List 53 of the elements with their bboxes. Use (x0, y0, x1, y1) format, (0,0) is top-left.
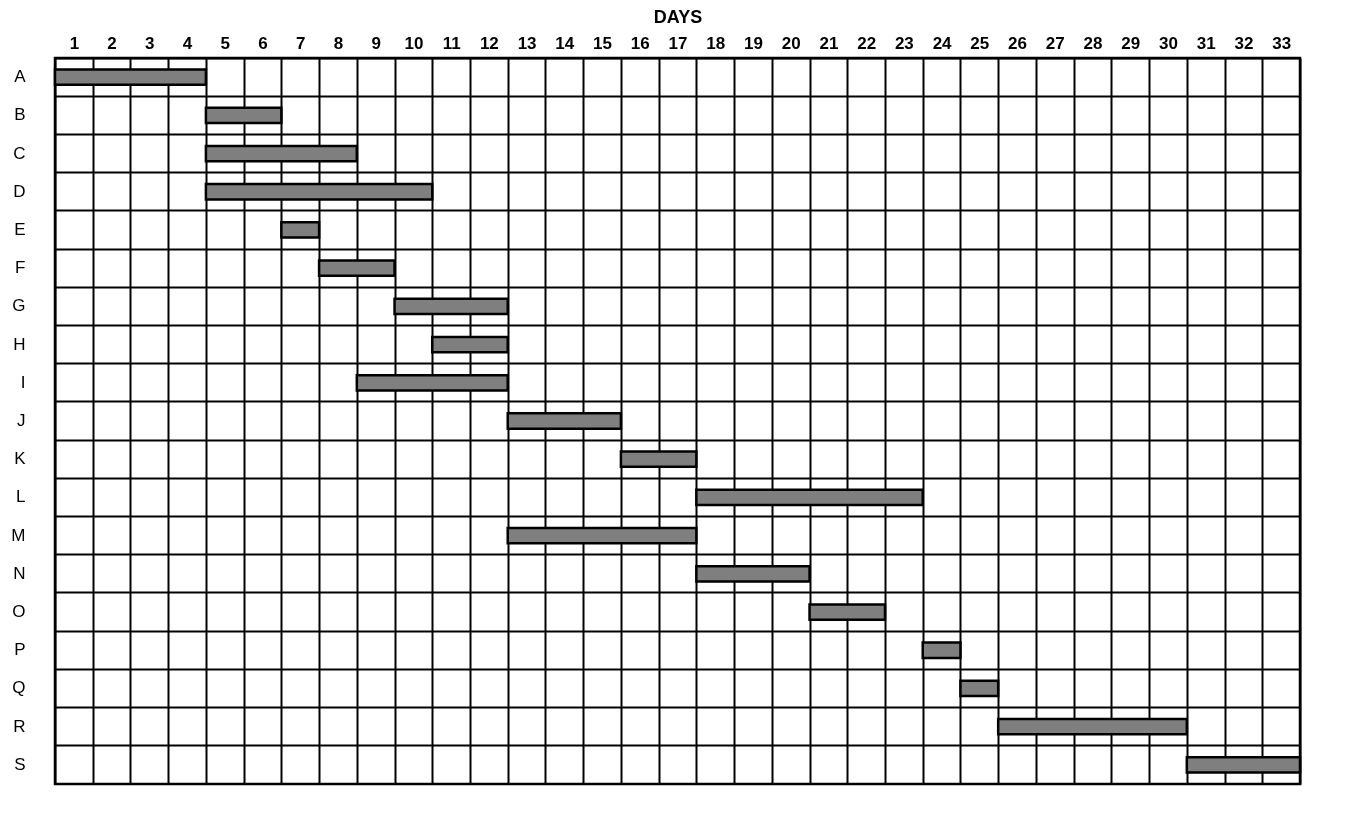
x-tick-label: 27 (1045, 33, 1065, 53)
x-tick-label: 13 (517, 33, 537, 53)
x-tick-label: 18 (706, 33, 726, 53)
x-axis-title: DAYS (653, 6, 703, 27)
y-tick-label: A (14, 67, 27, 87)
y-tick-label: K (14, 449, 27, 469)
x-tick-label: 7 (295, 33, 306, 53)
x-tick-label: 17 (668, 33, 688, 53)
x-tick-label: 3 (145, 33, 155, 53)
y-tick-label: L (16, 487, 26, 507)
y-tick-label: C (13, 143, 26, 163)
x-tick-label: 31 (1196, 33, 1216, 53)
x-tick-label: 26 (1008, 33, 1028, 53)
x-tick-label: 19 (743, 33, 763, 53)
x-tick-label: 8 (333, 33, 344, 53)
x-tick-label: 11 (442, 33, 461, 53)
x-tick-label: 21 (819, 33, 839, 53)
y-tick-label: N (13, 563, 26, 583)
y-tick-label: I (20, 372, 26, 392)
x-tick-label: 32 (1234, 33, 1254, 53)
x-tick-label: 24 (932, 33, 953, 53)
y-tick-label: P (14, 640, 26, 660)
x-tick-label: 25 (970, 33, 990, 53)
x-tick-label: 16 (630, 33, 650, 53)
x-tick-label: 6 (258, 33, 268, 53)
x-tick-label: 2 (107, 33, 117, 53)
x-tick-label: 1 (69, 33, 80, 53)
x-tick-label: 10 (404, 33, 424, 53)
y-tick-label: Q (12, 678, 26, 698)
x-tick-label: 23 (894, 33, 914, 53)
x-tick-label: 30 (1158, 33, 1178, 53)
x-tick-label: 5 (220, 33, 231, 53)
x-tick-label: 14 (555, 33, 575, 53)
x-tick-label: 22 (857, 33, 877, 53)
y-tick-label: F (15, 258, 26, 278)
y-tick-label: G (12, 296, 26, 316)
x-tick-label: 28 (1083, 33, 1103, 53)
y-tick-label: M (11, 525, 26, 545)
y-tick-label: H (13, 334, 26, 354)
y-tick-label: B (14, 105, 26, 125)
y-tick-label: J (17, 411, 26, 430)
x-tick-label: 20 (781, 33, 801, 53)
y-tick-label: O (12, 602, 26, 622)
x-tick-label: 4 (182, 33, 193, 53)
y-tick-label: S (14, 754, 26, 774)
x-tick-label: 12 (479, 33, 499, 53)
x-tick-label: 9 (371, 33, 381, 53)
x-tick-label: 29 (1121, 33, 1141, 53)
x-tick-label: 33 (1272, 33, 1292, 53)
y-tick-label: R (13, 716, 26, 736)
x-tick-label: 15 (593, 33, 613, 53)
y-tick-label: E (14, 219, 26, 239)
y-tick-label: D (13, 181, 26, 201)
